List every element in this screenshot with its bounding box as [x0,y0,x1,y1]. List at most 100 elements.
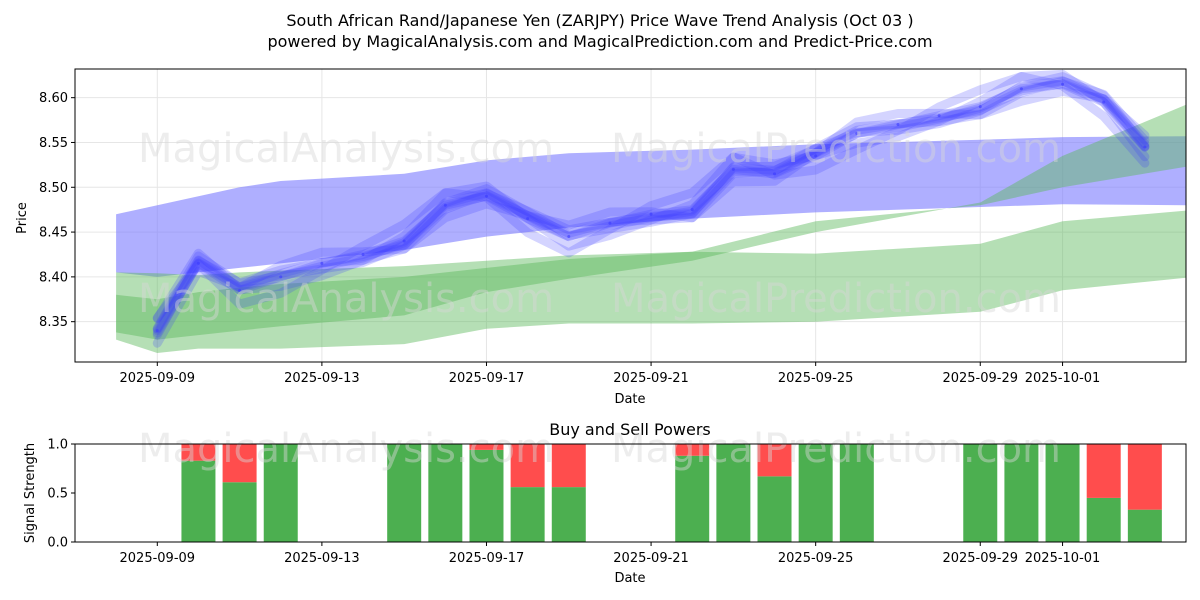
price-wave-line-1 [152,87,1150,348]
buy-bar [757,476,792,542]
watermark-bottom-left: MagicalAnalysis.com [138,426,554,472]
buy-bar [839,444,874,542]
buy-bar [1127,509,1162,542]
price-wave-point [320,261,324,265]
price-plot-frame [74,68,1187,363]
price-y-tick-label: 8.40 [39,270,68,285]
signal-plot-background [75,444,1186,542]
price-wave-point [608,221,612,225]
sell-bar [181,444,216,461]
price-wave-point [937,114,941,118]
signal-x-tick-label: 2025-09-17 [449,551,525,566]
signal-y-tick-label: 0.0 [47,536,68,551]
buy-bar [469,449,504,542]
buy-bar [428,444,463,542]
price-y-tick-label: 8.45 [39,226,68,241]
sell-bar [757,444,792,477]
price-wave-point [855,132,859,136]
sell-bar [551,444,586,488]
price-x-tick-label: 2025-09-17 [449,371,525,386]
buy-bar [798,444,833,542]
buy-bar [963,444,998,542]
sell-bar [510,444,545,488]
sell-bar [675,444,710,456]
signal-x-axis-label: Date [614,571,645,586]
buy-bar [387,444,422,542]
price-x-axis-label: Date [614,392,645,407]
price-wave-point [1102,100,1106,104]
price-band-3 [116,210,1187,353]
signal-x-tick-label: 2025-09-09 [120,551,196,566]
price-band-2 [116,104,1187,340]
price-wave-point [690,208,694,212]
chart-title-line2: powered by MagicalAnalysis.com and Magic… [267,32,932,51]
price-wave-point [484,194,488,198]
signal-y-tick-label: 1.0 [47,438,68,453]
price-wave-point [896,123,900,127]
signal-chart-title: Buy and Sell Powers [549,420,711,439]
price-wave-point [1019,87,1023,91]
price-y-tick-label: 8.50 [39,181,68,196]
price-wave-line-7 [152,69,1150,324]
price-x-tick-label: 2025-09-21 [613,371,689,386]
price-wave-point [443,203,447,207]
price-band-1 [116,136,1187,277]
sell-bar [469,444,504,450]
price-wave-line-8 [152,72,1150,323]
price-wave-point [526,217,530,221]
buy-bar [1086,497,1121,542]
watermark-top-left-1: MagicalAnalysis.com [138,126,554,172]
signal-x-tick-label: 2025-09-21 [613,551,689,566]
price-y-tick-label: 8.55 [39,136,68,151]
price-wave-point [567,235,571,239]
price-wave-point [1143,145,1147,149]
price-wave-point [155,329,159,333]
sell-bar [1127,444,1162,510]
price-wave-point [773,172,777,176]
signal-x-tick-label: 2025-09-13 [284,551,360,566]
sell-bar [222,444,257,483]
price-wave-point [978,105,982,109]
watermark-top-right-2: MagicalPrediction.com [611,276,1061,322]
price-x-tick-label: 2025-09-29 [942,371,1018,386]
signal-y-axis-label: Signal Strength [23,443,38,543]
price-wave-point [279,275,283,279]
watermark-bottom-right: MagicalPrediction.com [611,426,1061,472]
signal-y-tick-label: 0.5 [47,487,68,502]
sell-bar [1086,444,1121,498]
buy-bar [716,444,751,542]
price-wave-point [649,212,653,216]
buy-bar [181,460,216,542]
price-y-tick-label: 8.60 [39,91,68,106]
price-wave-point [361,252,365,256]
price-x-tick-label: 2025-09-13 [284,371,360,386]
price-wave-point [731,167,735,171]
price-wave-line-6 [152,72,1150,333]
buy-bar [1004,444,1039,542]
price-wave-point [402,239,406,243]
signal-chart: Buy and Sell Powers MagicalAnalysis.com … [23,420,1187,586]
watermark-top-left-2: MagicalAnalysis.com [138,276,554,322]
price-wave-point [196,261,200,265]
chart-title-line1: South African Rand/Japanese Yen (ZARJPY)… [286,11,913,30]
price-wave-point [814,154,818,158]
signal-x-tick-label: 2025-09-25 [778,551,854,566]
buy-bar [263,444,298,542]
signal-x-tick-label: 2025-09-29 [942,551,1018,566]
price-y-tick-label: 8.35 [39,315,68,330]
price-x-tick-label: 2025-09-09 [120,371,196,386]
price-y-axis-label: Price [15,202,30,234]
signal-x-tick-label: 2025-10-01 [1025,551,1101,566]
price-wave-point [238,288,242,292]
buy-bar [510,487,545,542]
price-chart: MagicalAnalysis.com MagicalPrediction.co… [15,68,1187,407]
price-x-tick-label: 2025-09-25 [778,371,854,386]
watermark-top-right-1: MagicalPrediction.com [611,126,1061,172]
price-x-tick-label: 2025-10-01 [1025,371,1101,386]
price-wave-point [1061,82,1065,86]
buy-bar [551,487,586,542]
buy-bar [222,482,257,542]
buy-bar [1045,444,1080,542]
buy-bar [675,455,710,542]
